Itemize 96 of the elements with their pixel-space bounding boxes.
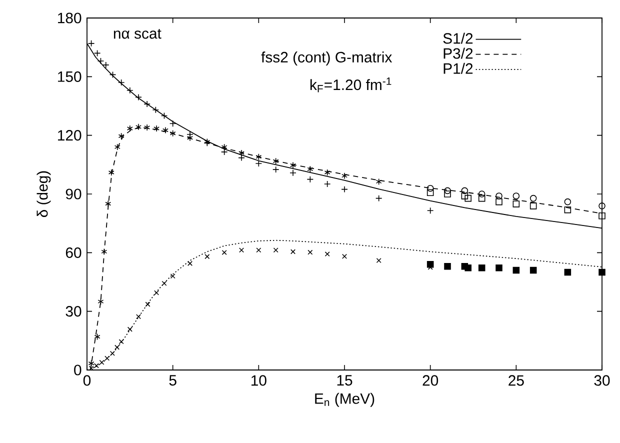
point <box>204 254 210 260</box>
annotation: k$_{F}$=1.20 fm$^{-1}$ <box>310 78 392 92</box>
point <box>238 150 244 156</box>
point <box>307 166 314 173</box>
x-axis-title: E$_{n}$ (MeV) <box>315 392 374 407</box>
point <box>118 339 124 344</box>
point <box>162 126 168 134</box>
point <box>461 192 468 200</box>
point <box>324 252 330 257</box>
point <box>512 192 520 200</box>
point <box>88 360 94 367</box>
x-tick-label: 30 <box>594 375 610 386</box>
point <box>127 326 132 332</box>
point <box>512 266 520 274</box>
point <box>108 169 114 176</box>
point <box>105 200 112 208</box>
point <box>464 264 472 272</box>
x-tick-label: 15 <box>337 375 352 386</box>
point <box>101 248 108 256</box>
point <box>187 260 193 266</box>
point <box>256 153 262 160</box>
point <box>170 130 176 137</box>
point <box>154 125 160 132</box>
point <box>444 262 451 270</box>
point <box>426 261 434 268</box>
legend-label: S1/2 <box>443 32 473 44</box>
point <box>342 172 348 180</box>
point <box>496 264 502 272</box>
point <box>478 190 486 198</box>
point <box>222 250 227 255</box>
y-axis-title: δ (deg) <box>36 171 51 218</box>
x-tick-label: 10 <box>252 375 266 386</box>
point <box>114 144 120 150</box>
point <box>272 158 279 165</box>
point <box>273 248 278 253</box>
point <box>426 189 434 196</box>
point <box>598 268 606 276</box>
point <box>126 125 133 132</box>
annotation: nα scat <box>114 28 162 39</box>
point <box>512 200 520 208</box>
point <box>530 194 537 202</box>
point <box>145 302 150 307</box>
y-tick-label: 150 <box>58 71 82 82</box>
point <box>187 134 193 142</box>
x-tick-label: 5 <box>169 375 176 386</box>
point <box>94 333 100 340</box>
point <box>461 187 468 194</box>
point <box>496 192 502 200</box>
point <box>114 344 120 350</box>
point <box>118 132 124 140</box>
legend-label: P3/2 <box>444 48 473 59</box>
x-tick-label: 20 <box>422 375 438 386</box>
point <box>444 187 451 194</box>
point <box>478 194 486 202</box>
point <box>170 274 176 279</box>
point <box>426 184 434 192</box>
point <box>598 202 606 210</box>
point <box>308 250 313 255</box>
point <box>136 314 142 320</box>
point <box>162 280 167 286</box>
point <box>238 248 244 253</box>
y-tick-label: 30 <box>66 306 82 317</box>
point <box>342 254 348 259</box>
y-tick-label: 180 <box>58 12 82 24</box>
point <box>98 298 104 305</box>
point <box>144 124 150 131</box>
y-tick-label: 90 <box>66 188 82 200</box>
point <box>99 360 104 365</box>
point <box>290 249 296 254</box>
point <box>256 248 262 253</box>
point <box>221 144 228 150</box>
point <box>530 202 537 210</box>
y-tick-label: 120 <box>58 130 82 141</box>
point <box>376 178 382 186</box>
point <box>598 212 606 220</box>
legend-label: P1/2 <box>444 62 473 74</box>
y-tick-label: 60 <box>66 247 82 258</box>
point <box>104 356 110 361</box>
point <box>564 198 572 206</box>
point <box>564 268 572 276</box>
point <box>564 206 572 214</box>
point <box>496 198 502 206</box>
point <box>530 266 537 274</box>
annotation: fss2 (cont) G-matrix <box>261 52 392 66</box>
point <box>110 350 115 356</box>
point <box>324 169 330 176</box>
point <box>478 264 486 272</box>
point <box>376 258 382 263</box>
point <box>154 290 160 296</box>
point <box>290 162 296 169</box>
point <box>464 194 472 202</box>
y-tick-label: 0 <box>74 364 82 376</box>
point <box>444 190 451 198</box>
x-tick-label: 0 <box>83 375 91 386</box>
point <box>136 124 142 130</box>
x-tick-label: 25 <box>508 375 524 386</box>
